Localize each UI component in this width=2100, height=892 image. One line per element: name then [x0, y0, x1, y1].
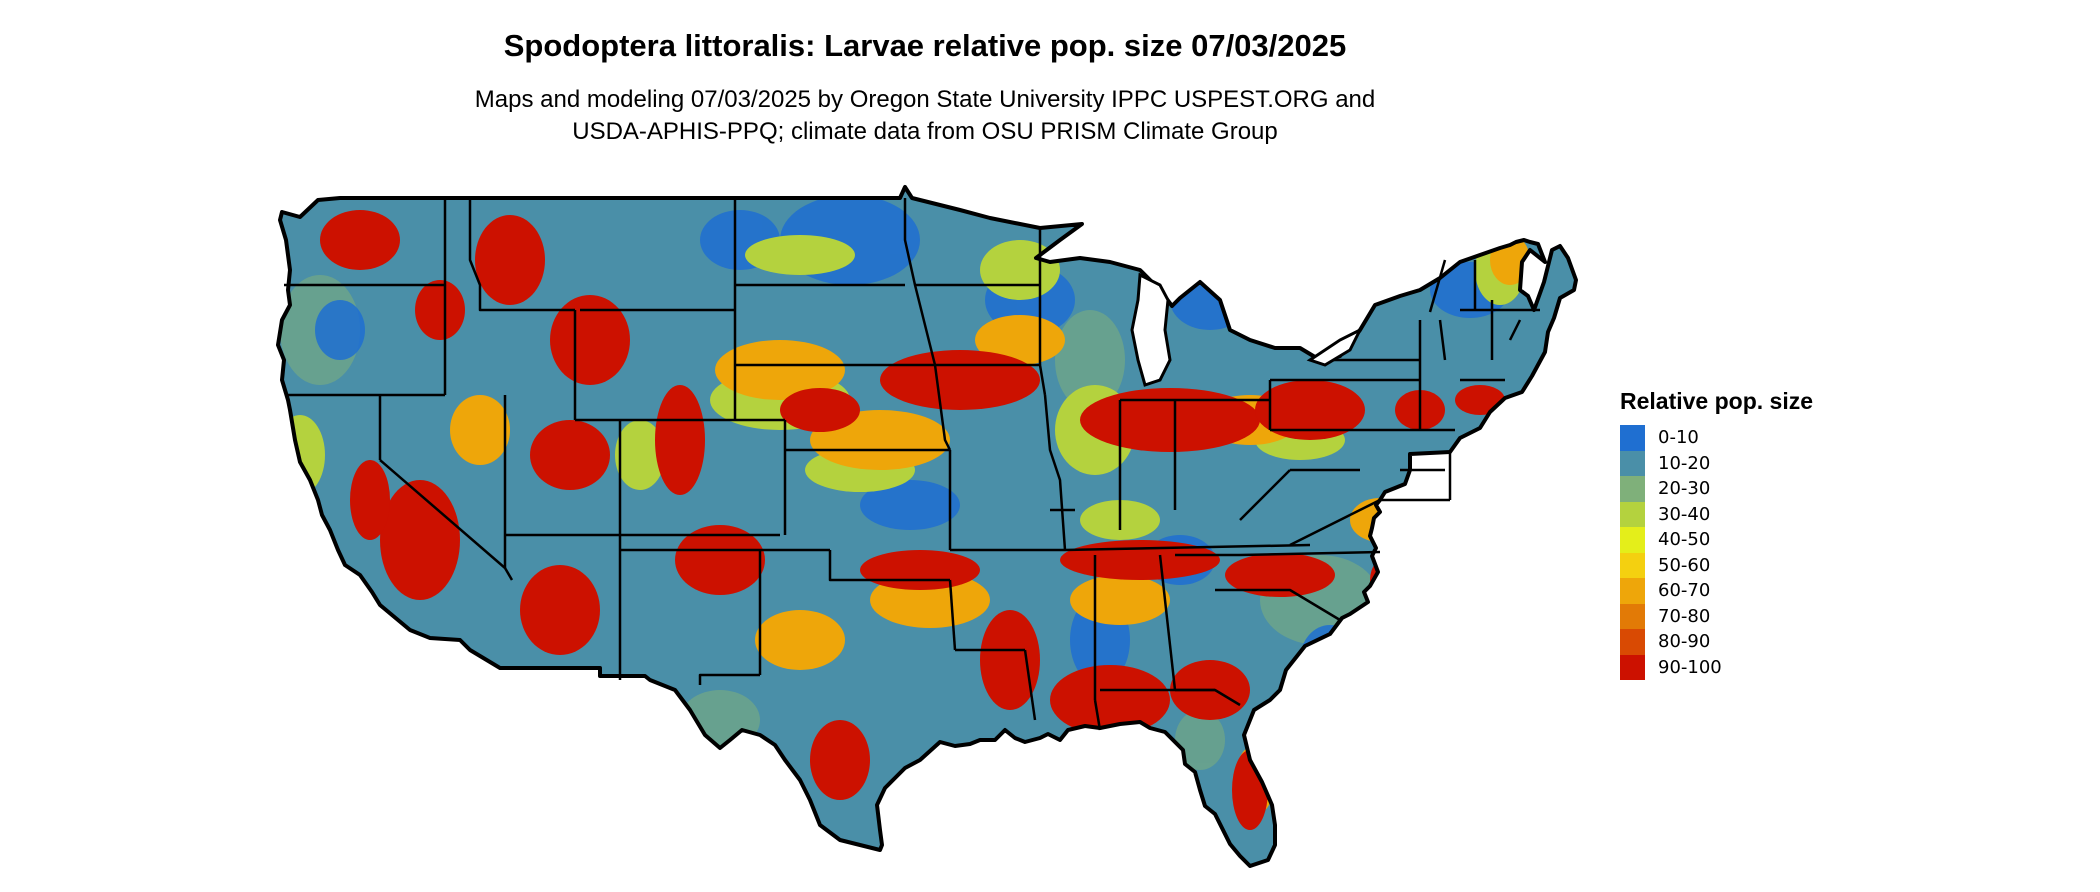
subtitle-line-2: USDA-APHIS-PPQ; climate data from OSU PR… [572, 118, 1278, 145]
state-boundaries [284, 198, 1540, 731]
legend-title: Relative pop. size [1620, 388, 1814, 414]
legend-item: 60-70 [1620, 578, 1813, 604]
legend-label: 90-100 [1658, 656, 1722, 678]
legend: Relative pop. size 0-10 10-20 20-30 30-40 40… [1620, 388, 1813, 680]
legend-item: 40-50 [1620, 527, 1813, 553]
legend-label: 50-60 [1658, 554, 1711, 576]
legend-swatch [1620, 527, 1645, 553]
legend-swatch [1620, 629, 1645, 655]
map-title: Spodoptera littoralis: Larvae relative p… [503, 28, 1347, 63]
legend-swatch [1620, 450, 1645, 476]
great-lakes [1130, 272, 1364, 387]
legend-item: 0-10 [1620, 425, 1813, 451]
legend-swatch [1620, 552, 1645, 578]
legend-item: 30-40 [1620, 501, 1813, 527]
legend-items: 0-10 10-20 20-30 30-40 40-50 50-60 60-70 70-80 8… [1620, 425, 1813, 680]
legend-label: 70-80 [1658, 605, 1711, 627]
legend-label: 30-40 [1658, 503, 1711, 525]
legend-swatch [1620, 476, 1645, 502]
legend-item: 10-20 [1620, 450, 1813, 476]
legend-item: 90-100 [1620, 654, 1813, 680]
lake-michigan [1130, 272, 1172, 387]
map-subtitle: Maps and modeling 07/03/2025 by Oregon S… [0, 84, 1850, 148]
legend-swatch [1620, 654, 1645, 680]
legend-label: 60-70 [1658, 580, 1711, 602]
legend-item: 80-90 [1620, 629, 1813, 655]
legend-label: 0-10 [1658, 427, 1699, 449]
legend-swatch [1620, 578, 1645, 604]
lake-erie [1306, 326, 1364, 367]
legend-swatch [1620, 501, 1645, 527]
legend-label: 10-20 [1658, 452, 1711, 474]
subtitle-line-1: Maps and modeling 07/03/2025 by Oregon S… [474, 86, 1376, 113]
legend-item: 50-60 [1620, 552, 1813, 578]
legend-label: 20-30 [1658, 478, 1711, 500]
legend-label: 80-90 [1658, 631, 1711, 653]
legend-swatch [1620, 425, 1645, 451]
legend-label: 40-50 [1658, 529, 1711, 551]
legend-swatch [1620, 603, 1645, 629]
legend-item: 20-30 [1620, 476, 1813, 502]
legend-item: 70-80 [1620, 603, 1813, 629]
